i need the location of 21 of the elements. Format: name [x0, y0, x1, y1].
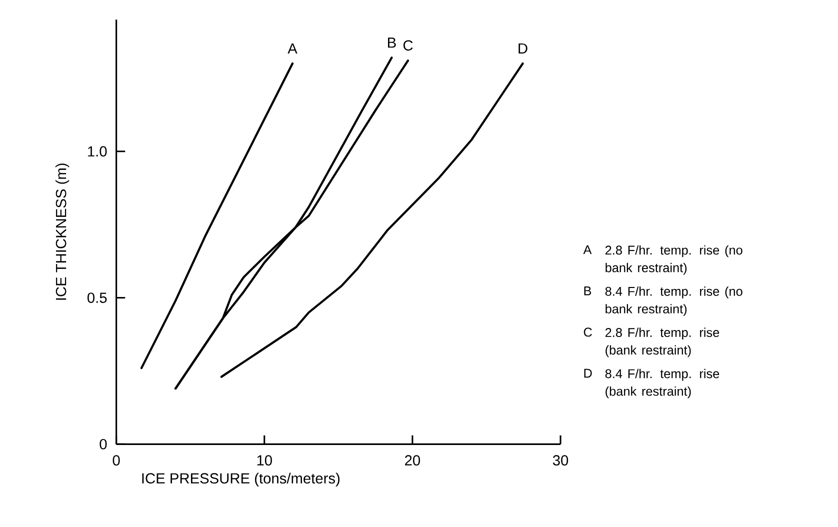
- text: 2.8 F/hr. temp. rise (no bank restraint): [605, 246, 742, 275]
- x-tick-label: 20: [405, 455, 420, 466]
- text: C: [584, 328, 592, 337]
- y-tick-label: 0: [100, 439, 107, 450]
- series-label: C: [403, 40, 413, 51]
- text: 2.8 F/hr. temp. rise (bank restraint): [605, 328, 720, 358]
- y-tick-label: 0.5: [88, 292, 107, 304]
- x-tick-label: 10: [257, 455, 272, 466]
- series-label: B: [388, 38, 396, 48]
- text: A: [583, 246, 592, 254]
- text: 8.4 F/hr. temp. rise (bank restraint): [605, 369, 720, 399]
- text: B: [584, 286, 592, 296]
- x-tick-label: 30: [552, 455, 568, 466]
- y-tick-label: 1.0: [88, 146, 107, 157]
- text: D: [584, 369, 592, 378]
- x-axis-title: ICE PRESSURE (tons/meters): [142, 473, 340, 487]
- series-label: A: [288, 44, 298, 54]
- y-axis-title: ICE THICKNESS (m): [55, 164, 70, 300]
- series-label: D: [518, 44, 528, 54]
- x-tick-label: 0: [112, 455, 120, 466]
- text: 8.4 F/hr. temp. rise (no bank restraint): [605, 286, 742, 316]
